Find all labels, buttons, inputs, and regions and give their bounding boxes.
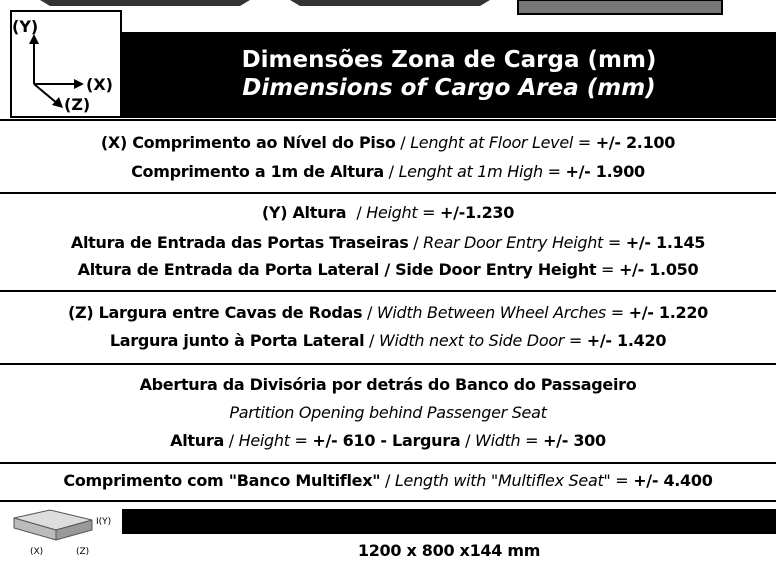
text-segment: Width Between Wheel Arches: [376, 303, 606, 322]
photo-edge: [517, 0, 723, 15]
text-segment: /: [383, 162, 399, 181]
text-line: Altura de Entrada das Portas Traseiras /…: [0, 231, 776, 255]
divider: [0, 462, 776, 464]
divider: [0, 290, 776, 292]
text-segment: (Z) Largura entre Cavas de Rodas: [68, 303, 363, 322]
text-segment: Height: [366, 203, 418, 222]
axis-box: [10, 10, 122, 118]
text-segment: +/-1.230: [440, 203, 515, 222]
text-segment: Height: [238, 431, 290, 450]
text-segment: Rear Door Entry Height: [423, 233, 604, 252]
text-segment: +/- 1.220: [628, 303, 709, 322]
footer-bar: Dimensões da Europalete EPAL / Dimension…: [122, 509, 776, 555]
text-line: Largura junto à Porta Lateral / Width ne…: [0, 329, 776, 353]
text-segment: =: [596, 260, 619, 279]
axis-label: (Y): [12, 17, 38, 36]
text-segment: =: [605, 303, 629, 322]
photo-edge: [40, 0, 250, 6]
text-segment: /: [223, 431, 239, 450]
photo-edge: [290, 0, 490, 6]
arrowhead: [74, 79, 84, 89]
text-segment: +/- 1.145: [625, 233, 706, 252]
text-line: Comprimento com "Banco Multiflex" / Leng…: [0, 469, 776, 493]
text-segment: Width: [475, 431, 521, 450]
text-segment: =: [520, 431, 544, 450]
text-segment: =: [542, 162, 566, 181]
text-segment: +/- 1.050: [618, 260, 699, 279]
text-segment: Length with "Multiflex Seat": [394, 471, 611, 490]
divider: [0, 500, 776, 502]
text-line: (Z) Largura entre Cavas de Rodas / Width…: [0, 301, 776, 325]
text-segment: Altura de Entrada da Porta Lateral / Sid…: [77, 260, 597, 279]
text-line: Altura de Entrada da Porta Lateral / Sid…: [0, 258, 776, 282]
text-segment: Abertura da Divisória por detrás do Banc…: [139, 375, 637, 394]
text-segment: =: [573, 133, 596, 152]
text-segment: /: [408, 233, 424, 252]
text-segment: +/- 2.100: [595, 133, 676, 152]
text-segment: =: [603, 233, 626, 252]
footer-title: /: [433, 537, 449, 555]
text-segment: Largura junto à Porta Lateral: [109, 331, 365, 350]
text-segment: +/- 1.900: [565, 162, 646, 181]
arrowhead: [52, 97, 63, 108]
divider: [0, 192, 776, 194]
text-segment: Partition Opening behind Passenger Seat: [229, 403, 547, 422]
divider: [0, 119, 776, 121]
pallet-dimensions: 1200 x 800 x144 mm: [357, 541, 541, 560]
text-segment: /: [380, 471, 395, 490]
text-segment: (X) Comprimento ao Nível do Piso: [100, 133, 396, 152]
text-segment: +/- 1.420: [586, 331, 667, 350]
text-segment: /: [351, 203, 367, 222]
text-segment: +/- 4.400: [633, 471, 713, 490]
text-segment: Comprimento com "Banco Multiflex": [63, 471, 381, 490]
footer-title: Dimensions of the EPAL Europalete: [448, 537, 746, 555]
text-segment: Altura: [170, 431, 224, 450]
arrowhead: [29, 34, 39, 44]
text-segment: =: [417, 203, 440, 222]
text-segment: =: [610, 471, 634, 490]
text-segment: Lenght at 1m High: [398, 162, 544, 181]
text-segment: /: [395, 133, 411, 152]
text-segment: /: [460, 431, 476, 450]
text-line: Partition Opening behind Passenger Seat: [0, 401, 776, 425]
text-segment: Width next to Side Door: [378, 331, 565, 350]
title-en: Dimensions of Cargo Area (mm): [242, 75, 656, 101]
text-segment: =: [289, 431, 313, 450]
text-segment: /: [364, 331, 379, 350]
text-segment: /: [362, 303, 377, 322]
text-line: Comprimento a 1m de Altura / Lenght at 1…: [0, 160, 776, 184]
pallet-label: (X): [30, 547, 43, 557]
axis-arrow: [33, 83, 59, 105]
text-segment: Altura de Entrada das Portas Traseiras: [70, 233, 409, 252]
axis-label: (X): [86, 75, 113, 94]
text-segment: =: [564, 331, 587, 350]
text-segment: (Y) Altura: [261, 203, 352, 222]
axis-label: (Z): [64, 95, 90, 114]
pallet-icon: [13, 509, 93, 541]
text-line: (X) Comprimento ao Nível do Piso / Lengh…: [0, 131, 776, 155]
pallet-label: I(Y): [96, 517, 111, 527]
text-line: Altura / Height = +/- 610 - Largura / Wi…: [0, 429, 776, 453]
text-segment: Comprimento a 1m de Altura: [131, 162, 384, 181]
pallet-label: (Z): [76, 547, 89, 557]
text-line: Abertura da Divisória por detrás do Banc…: [0, 373, 776, 397]
footer-title: Dimensões da Europalete EPAL: [171, 537, 434, 555]
text-segment: +/- 610 - Largura: [312, 431, 461, 450]
text-segment: +/- 300: [543, 431, 606, 450]
text-segment: Lenght at Floor Level: [410, 133, 574, 152]
header-bar: Dimensões Zona de Carga (mm) Dimensions …: [122, 32, 776, 118]
text-line: (Y) Altura / Height = +/-1.230: [0, 201, 776, 225]
divider: [0, 363, 776, 365]
title-pt: Dimensões Zona de Carga (mm): [241, 47, 657, 73]
